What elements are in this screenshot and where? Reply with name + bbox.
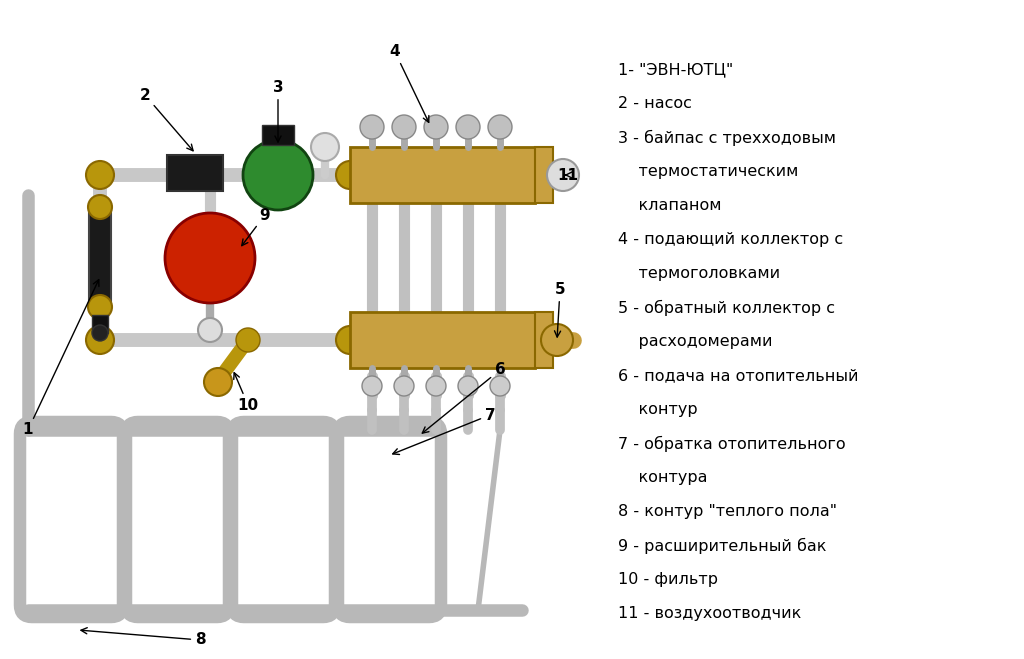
Circle shape <box>236 328 260 352</box>
Text: 9 - расширительный бак: 9 - расширительный бак <box>618 538 826 554</box>
Text: 2: 2 <box>139 88 194 151</box>
Text: 6 - подача на отопительный: 6 - подача на отопительный <box>618 368 858 383</box>
Text: 6: 6 <box>422 362 506 433</box>
Text: 3 - байпас с трехходовым: 3 - байпас с трехходовым <box>618 130 836 146</box>
Circle shape <box>336 161 364 189</box>
Text: 7: 7 <box>393 407 496 455</box>
Bar <box>89 207 111 307</box>
Circle shape <box>86 161 114 189</box>
Text: контур: контур <box>618 402 697 417</box>
Circle shape <box>243 140 313 210</box>
Circle shape <box>541 324 573 356</box>
Circle shape <box>392 115 416 139</box>
Text: расходомерами: расходомерами <box>618 334 772 349</box>
Text: 1- "ЭВН-ЮТЦ": 1- "ЭВН-ЮТЦ" <box>618 62 733 77</box>
Bar <box>535 312 553 368</box>
Text: контура: контура <box>618 470 708 485</box>
Text: 11: 11 <box>557 167 579 183</box>
Circle shape <box>488 115 512 139</box>
Text: 2 - насос: 2 - насос <box>618 96 692 111</box>
Text: клапаном: клапаном <box>618 198 722 213</box>
Text: 8: 8 <box>81 627 206 648</box>
Circle shape <box>88 195 112 219</box>
Text: 11 - воздухоотводчик: 11 - воздухоотводчик <box>618 606 801 621</box>
Circle shape <box>336 326 364 354</box>
Text: 7 - обратка отопительного: 7 - обратка отопительного <box>618 436 846 452</box>
Circle shape <box>424 115 449 139</box>
Bar <box>350 312 535 368</box>
Bar <box>92 315 108 333</box>
Bar <box>535 147 553 203</box>
Circle shape <box>92 325 108 341</box>
Circle shape <box>360 115 384 139</box>
Text: 4 - подающий коллектор с: 4 - подающий коллектор с <box>618 232 843 247</box>
Text: 10 - фильтр: 10 - фильтр <box>618 572 718 587</box>
Text: термостатическим: термостатическим <box>618 164 799 179</box>
Text: 5: 5 <box>554 283 565 337</box>
Circle shape <box>204 368 232 396</box>
Circle shape <box>456 115 480 139</box>
Circle shape <box>458 376 478 396</box>
Text: 3: 3 <box>272 80 284 142</box>
Bar <box>350 147 535 203</box>
Text: 9: 9 <box>242 208 270 246</box>
Circle shape <box>198 318 222 342</box>
Text: 4: 4 <box>390 45 429 123</box>
Text: термоголовками: термоголовками <box>618 266 780 281</box>
Circle shape <box>311 133 339 161</box>
Text: 1: 1 <box>23 279 99 438</box>
Circle shape <box>362 376 382 396</box>
Circle shape <box>88 295 112 319</box>
Circle shape <box>86 326 114 354</box>
Circle shape <box>547 159 579 191</box>
Circle shape <box>165 213 255 303</box>
Circle shape <box>490 376 510 396</box>
Text: 8 - контур "теплого пола": 8 - контур "теплого пола" <box>618 504 837 519</box>
Text: 10: 10 <box>233 373 259 413</box>
Bar <box>262 125 294 145</box>
Circle shape <box>426 376 446 396</box>
Text: 5 - обратный коллектор с: 5 - обратный коллектор с <box>618 300 835 316</box>
Bar <box>167 155 223 191</box>
Circle shape <box>394 376 414 396</box>
